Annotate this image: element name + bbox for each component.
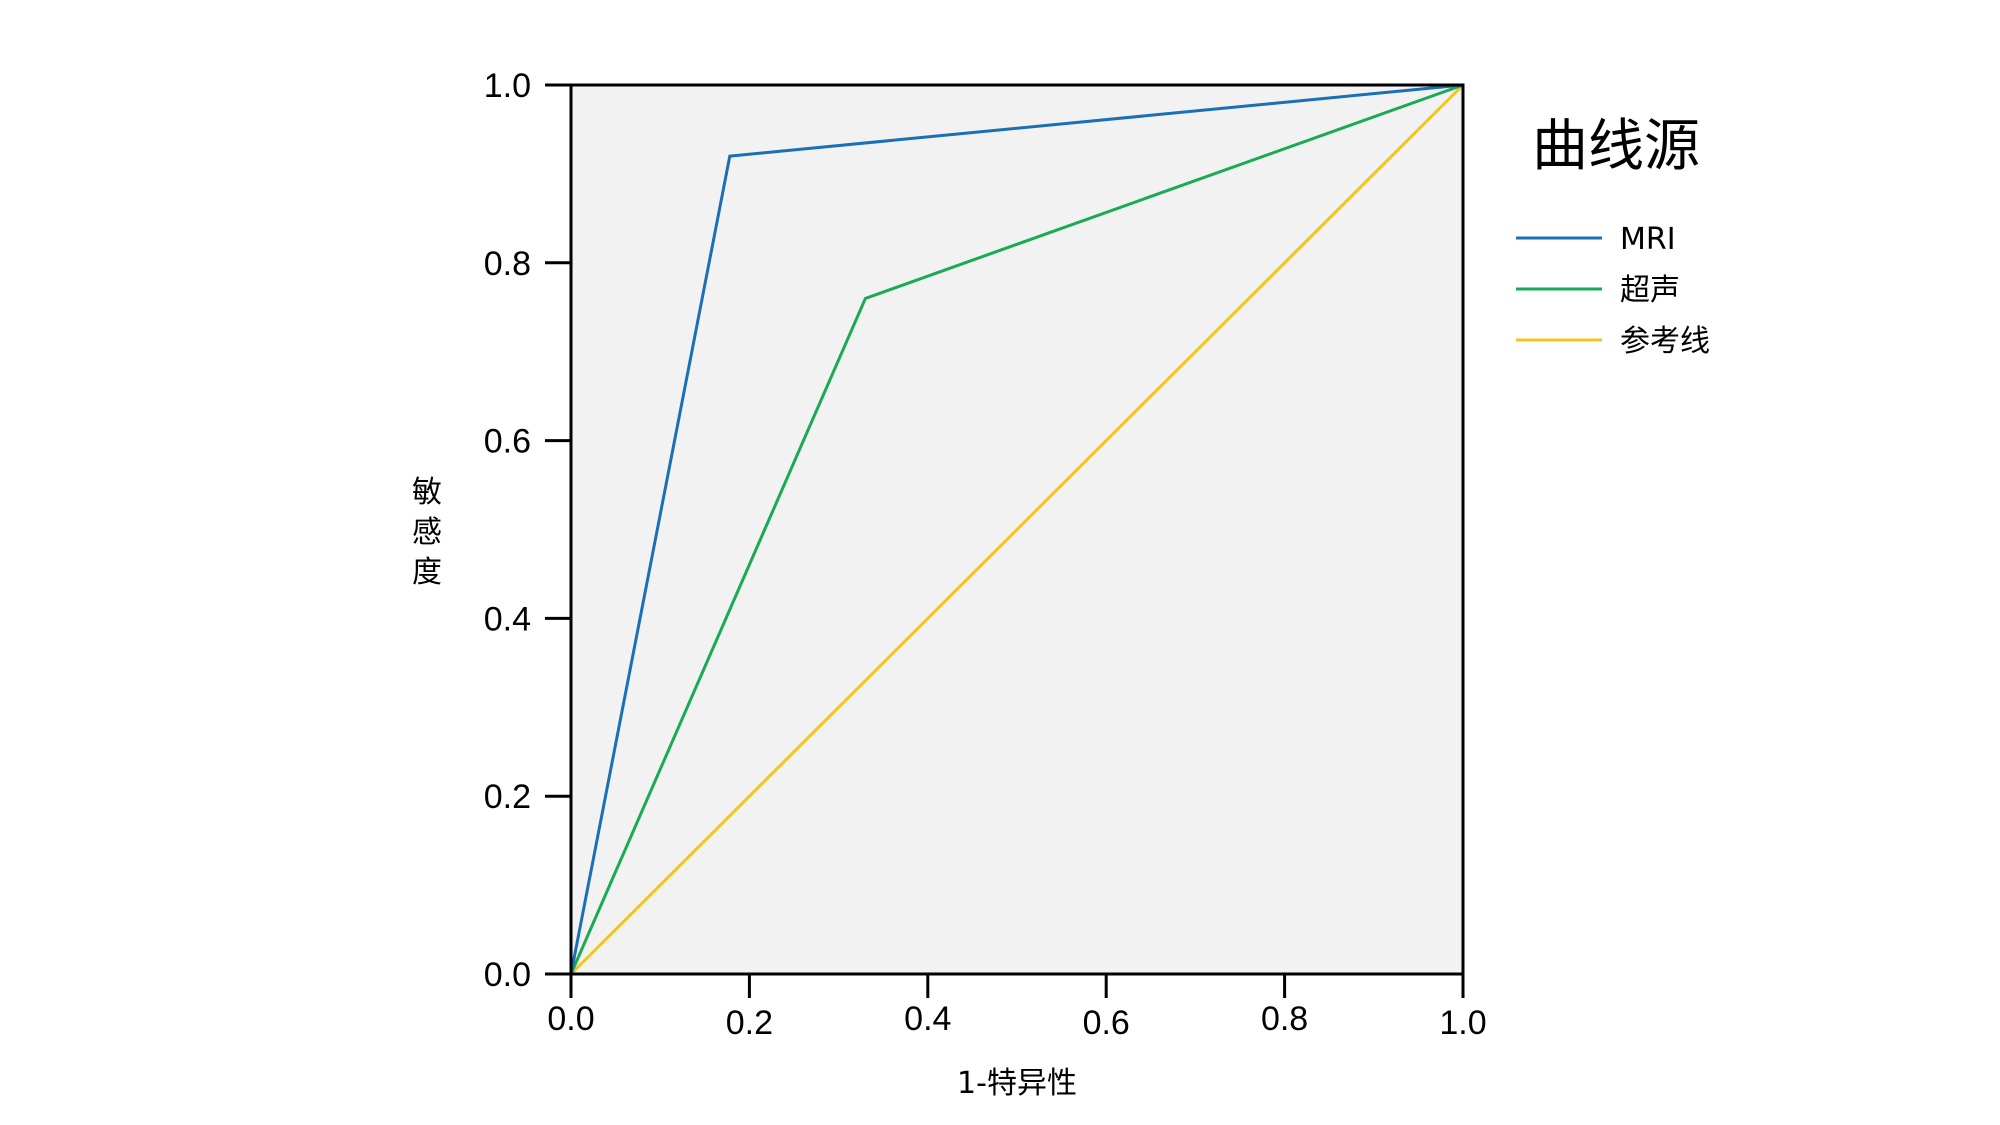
x-tick-label: 0.2 xyxy=(726,1004,773,1042)
series-line-2 xyxy=(569,83,1465,976)
legend-label-0: MRI xyxy=(1620,222,1676,257)
legend-title: 曲线源 xyxy=(1532,114,1700,179)
y-tick-label: 1.0 xyxy=(484,67,531,105)
y-axis: 0.0 0.2 0.4 0.6 0.8 1.0 xyxy=(484,67,571,994)
x-tick-label: 0.8 xyxy=(1261,1000,1308,1038)
y-tick-label: 0.8 xyxy=(484,245,531,283)
y-tick-label: 0.4 xyxy=(484,600,531,638)
x-axis-title: 1-特异性 xyxy=(957,1066,1077,1101)
y-tick-label: 0.6 xyxy=(484,423,531,461)
x-tick-label: 0.4 xyxy=(904,1000,951,1038)
legend-label-1: 超声 xyxy=(1620,273,1680,308)
series-line-1 xyxy=(569,83,1464,975)
x-tick-label: 1.0 xyxy=(1439,1004,1486,1042)
x-axis: 0.0 0.2 0.4 0.6 0.8 1.0 xyxy=(547,974,1487,1042)
series-layer xyxy=(569,83,1465,976)
series-line-0 xyxy=(569,83,1464,975)
x-tick-label: 0.6 xyxy=(1083,1004,1130,1042)
x-tick-label: 0.0 xyxy=(547,1000,594,1038)
plot-frame xyxy=(569,83,1465,976)
legend-label-2: 参考线 xyxy=(1620,324,1710,359)
y-tick-label: 0.0 xyxy=(484,956,531,994)
y-axis-title: 敏感度 xyxy=(412,475,442,590)
y-tick-label: 0.2 xyxy=(484,778,531,816)
